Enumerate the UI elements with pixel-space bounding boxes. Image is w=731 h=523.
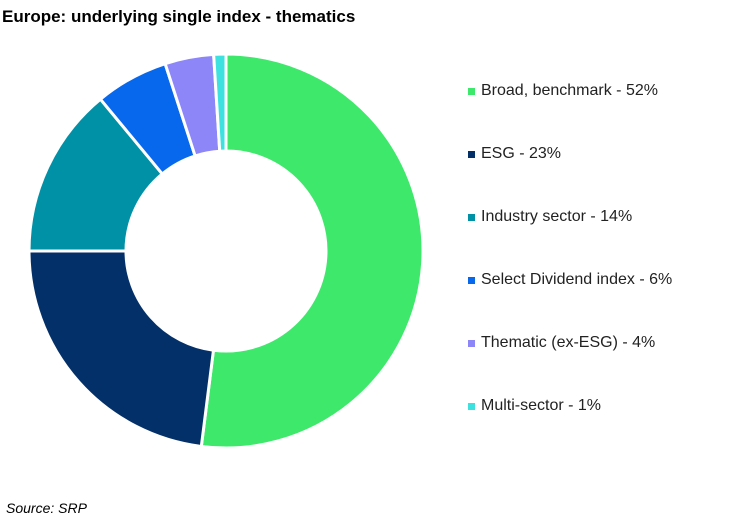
donut-slice-multi-sector bbox=[212, 52, 228, 153]
donut-slice-esg bbox=[27, 249, 216, 449]
legend-item: Broad, benchmark - 52% bbox=[468, 82, 672, 145]
legend-label: Select Dividend index - 6% bbox=[481, 271, 673, 288]
chart-title: Europe: underlying single index - themat… bbox=[2, 7, 356, 26]
legend-label: ESG - 23% bbox=[481, 145, 562, 162]
legend-item: Multi-sector - 1% bbox=[468, 397, 672, 460]
legend-item: Thematic (ex-ESG) - 4% bbox=[468, 334, 672, 397]
legend-label: Thematic (ex-ESG) - 4% bbox=[481, 334, 656, 351]
legend-swatch bbox=[468, 151, 475, 158]
legend-swatch bbox=[468, 88, 475, 95]
legend-label: Industry sector - 14% bbox=[481, 208, 633, 225]
legend-swatch bbox=[468, 340, 475, 347]
legend-item: ESG - 23% bbox=[468, 145, 672, 208]
chart-legend: Broad, benchmark - 52% ESG - 23% Industry … bbox=[468, 82, 672, 460]
legend-label: Multi-sector - 1% bbox=[481, 397, 602, 414]
legend-swatch bbox=[468, 277, 475, 284]
legend-item: Industry sector - 14% bbox=[468, 208, 672, 271]
donut-slice-broad-benchmark bbox=[199, 52, 425, 450]
legend-swatch bbox=[468, 214, 475, 221]
donut-slices bbox=[27, 52, 425, 450]
legend-swatch bbox=[468, 403, 475, 410]
legend-label: Broad, benchmark - 52% bbox=[481, 82, 658, 99]
source-note: Source: SRP bbox=[6, 500, 87, 516]
legend-item: Select Dividend index - 6% bbox=[468, 271, 672, 334]
